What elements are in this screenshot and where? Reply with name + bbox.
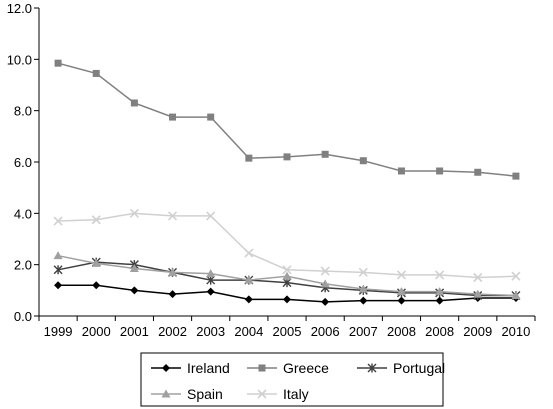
spain-point xyxy=(53,251,63,260)
axes: 0.0 2.0 4.0 6.0 8.0 10.0 12.0 1999 2000 2001 2002 2… xyxy=(7,1,536,339)
legend-label-italy: Italy xyxy=(283,386,309,402)
italy-point xyxy=(358,267,368,277)
legend-item-italy: Italy xyxy=(247,386,309,402)
greece-point xyxy=(92,69,100,77)
ireland-point xyxy=(359,296,368,305)
series-italy xyxy=(53,208,521,283)
greece-point xyxy=(321,150,329,158)
ireland-point xyxy=(130,286,139,295)
italy-point xyxy=(473,272,483,283)
ireland-point xyxy=(397,296,406,305)
spain-point xyxy=(129,264,139,273)
y-tick-label: 0.0 xyxy=(14,309,32,324)
italy-point xyxy=(91,215,101,225)
ireland-point xyxy=(435,296,444,305)
y-tick-label: 4.0 xyxy=(14,206,32,221)
greece-point xyxy=(474,168,482,176)
y-tick-label: 12.0 xyxy=(7,1,32,16)
series-greece xyxy=(54,59,520,180)
greece-point xyxy=(283,153,291,161)
italy-point xyxy=(53,216,63,226)
legend-label-portugal: Portugal xyxy=(393,360,445,376)
spain-point xyxy=(244,275,254,284)
ireland-point xyxy=(168,290,177,299)
legend-box xyxy=(140,352,444,407)
ireland-point xyxy=(92,281,101,290)
x-tick-label: 2003 xyxy=(196,324,225,339)
greece-point xyxy=(54,59,62,67)
spain-point xyxy=(511,290,521,299)
x-tick-label: 2000 xyxy=(82,324,111,339)
x-tick-label: 2010 xyxy=(501,324,530,339)
spain-point xyxy=(473,289,483,298)
legend-marker-spain xyxy=(161,389,171,398)
spain-point xyxy=(91,258,101,267)
ireland-point xyxy=(244,295,253,304)
greece-point xyxy=(512,172,520,180)
y-tick-label: 6.0 xyxy=(14,155,32,170)
legend-marker-ireland xyxy=(162,364,170,372)
ireland-point xyxy=(54,281,63,290)
spain-point xyxy=(358,284,368,293)
legend-item-ireland: Ireland xyxy=(151,360,230,376)
italy-point xyxy=(129,208,139,218)
greece-point xyxy=(169,113,177,121)
spain-point xyxy=(206,269,216,278)
spain-point xyxy=(282,271,292,280)
spain-point xyxy=(168,267,178,276)
spain-point xyxy=(396,287,406,296)
legend-label-greece: Greece xyxy=(283,360,329,376)
italy-point xyxy=(435,270,445,280)
italy-point xyxy=(206,211,216,221)
x-tick-label: 2009 xyxy=(463,324,492,339)
y-tick-label: 2.0 xyxy=(14,258,32,273)
x-tick-label: 2005 xyxy=(273,324,302,339)
x-tick-label: 2007 xyxy=(349,324,378,339)
legend-marker-italy xyxy=(257,389,267,399)
greece-point xyxy=(397,167,405,175)
legend-item-spain: Spain xyxy=(151,386,223,402)
legend-label-spain: Spain xyxy=(187,386,223,402)
ireland-point xyxy=(283,295,291,304)
spain-point xyxy=(435,287,445,296)
x-tick-label: 2008 xyxy=(387,324,416,339)
series-spain xyxy=(53,251,521,299)
series-group xyxy=(53,59,521,306)
italy-point xyxy=(167,211,178,221)
x-tick-label: 2008 xyxy=(425,324,454,339)
greece-point xyxy=(436,167,444,175)
x-tick-label: 2004 xyxy=(234,324,263,339)
x-tick-label: 2006 xyxy=(311,324,340,339)
ireland-point xyxy=(321,297,330,306)
x-tick-label: 2001 xyxy=(120,324,149,339)
greece-point xyxy=(245,154,253,162)
ireland-point xyxy=(206,287,215,296)
legend-marker-greece xyxy=(258,364,266,372)
x-tick-label: 2002 xyxy=(158,324,187,339)
greece-point xyxy=(207,113,215,121)
legend-item-portugal: Portugal xyxy=(357,360,445,376)
italy-point xyxy=(396,270,407,280)
greece-point xyxy=(130,99,138,107)
spain-point xyxy=(320,279,330,288)
greece-point xyxy=(359,157,367,165)
italy-point xyxy=(244,248,254,258)
legend-marker-portugal xyxy=(367,363,377,373)
italy-point xyxy=(320,266,330,276)
y-tick-label: 10.0 xyxy=(7,52,32,67)
legend: Ireland Greece Portugal Spain Italy xyxy=(140,352,445,407)
legend-label-ireland: Ireland xyxy=(187,360,230,376)
legend-item-greece: Greece xyxy=(247,360,329,376)
italy-point xyxy=(511,271,521,281)
italy-point xyxy=(282,265,292,275)
portugal-point xyxy=(53,265,63,275)
y-tick-label: 8.0 xyxy=(14,104,32,119)
x-tick-label: 1999 xyxy=(44,324,73,339)
